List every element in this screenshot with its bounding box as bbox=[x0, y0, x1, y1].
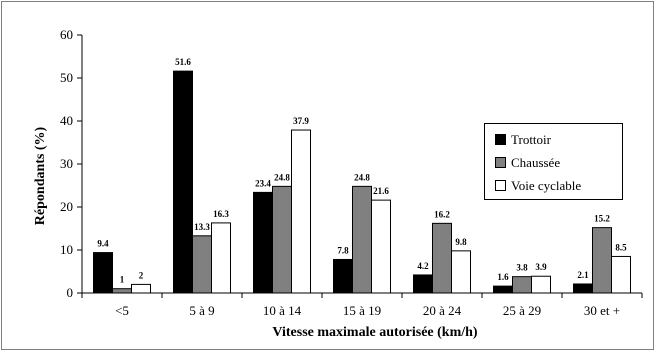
legend: Trottoir Chaussée Voie cyclable bbox=[484, 123, 623, 200]
x-tick-label: 20 à 24 bbox=[423, 303, 462, 318]
data-label: 1.6 bbox=[497, 272, 509, 282]
data-label: 3.8 bbox=[516, 263, 528, 273]
legend-item: Voie cyclable bbox=[495, 174, 622, 197]
bar-trottoir bbox=[93, 252, 113, 294]
bar-chaussée bbox=[512, 276, 532, 294]
data-label: 9.8 bbox=[455, 237, 467, 247]
bar-chaussée bbox=[272, 185, 292, 294]
x-tick-label: 15 à 19 bbox=[343, 303, 381, 318]
data-label: 13.3 bbox=[194, 222, 210, 232]
bar-chaussée bbox=[112, 288, 132, 294]
data-label: 16.3 bbox=[213, 209, 229, 219]
x-axis-ticks: <5 5 à 9 10 à 14 15 à 19 20 à 24 25 à 29 30 et… bbox=[81, 293, 643, 318]
data-label: 51.6 bbox=[175, 57, 191, 67]
bar-trottoir bbox=[573, 283, 593, 294]
data-label: 24.8 bbox=[354, 172, 370, 182]
x-tick-label: 5 à 9 bbox=[189, 303, 214, 318]
bar-trottoir bbox=[493, 285, 513, 294]
y-tick-label: 20 bbox=[60, 199, 73, 214]
bar-chaussée bbox=[592, 227, 612, 294]
bar-voie-cyclable bbox=[531, 275, 551, 294]
legend-swatch bbox=[495, 134, 506, 145]
y-tick-label: 30 bbox=[60, 156, 73, 171]
data-label: 2.1 bbox=[577, 270, 589, 280]
legend-item: Trottoir bbox=[495, 128, 622, 151]
bar-trottoir bbox=[173, 70, 193, 294]
bar-chaussée bbox=[192, 235, 212, 294]
bars bbox=[93, 70, 631, 294]
bar-voie-cyclable bbox=[211, 222, 231, 294]
y-tick-label: 40 bbox=[60, 113, 73, 128]
legend-label: Trottoir bbox=[511, 131, 551, 147]
x-axis-title: Vitesse maximale autorisée (km/h) bbox=[272, 325, 477, 340]
data-label: 8.5 bbox=[615, 242, 627, 252]
x-tick-label: <5 bbox=[115, 303, 129, 318]
data-labels: 9.4 51.6 23.4 7.8 4.2 1.6 2.1 1 13.3 24.8 24.8 16.2… bbox=[97, 57, 627, 285]
bar-voie-cyclable bbox=[451, 250, 471, 294]
y-tick-label: 50 bbox=[60, 70, 73, 85]
legend-swatch bbox=[495, 180, 506, 191]
legend-label: Chaussée bbox=[511, 154, 561, 170]
x-tick-label: 10 à 14 bbox=[263, 303, 302, 318]
legend-swatch bbox=[495, 157, 506, 168]
bar-trottoir bbox=[413, 274, 433, 294]
bar-voie-cyclable bbox=[371, 199, 391, 294]
bar-trottoir bbox=[333, 258, 353, 294]
data-label: 21.6 bbox=[373, 186, 389, 196]
data-label: 3.9 bbox=[535, 262, 547, 272]
data-label: 37.9 bbox=[293, 116, 309, 126]
data-label: 16.2 bbox=[434, 209, 450, 219]
y-axis-ticks: 0 10 20 30 40 50 60 bbox=[60, 27, 82, 300]
data-label: 4.2 bbox=[417, 261, 429, 271]
bar-voie-cyclable bbox=[611, 255, 631, 294]
x-tick-label: 25 à 29 bbox=[503, 303, 541, 318]
bar-voie-cyclable bbox=[291, 129, 311, 294]
data-label: 9.4 bbox=[97, 239, 109, 249]
data-label: 7.8 bbox=[337, 245, 349, 255]
bar-voie-cyclable bbox=[131, 283, 151, 294]
x-tick-label: 30 et + bbox=[584, 303, 620, 318]
y-axis-title: Répondants (%) bbox=[33, 126, 48, 225]
bar-chaussée bbox=[432, 222, 452, 294]
bar-chaussée bbox=[352, 185, 372, 294]
bar-trottoir bbox=[253, 191, 273, 294]
legend-item: Chaussée bbox=[495, 151, 622, 174]
legend-label: Voie cyclable bbox=[511, 177, 582, 193]
data-label: 15.2 bbox=[594, 214, 610, 224]
data-label: 24.8 bbox=[274, 172, 290, 182]
y-tick-label: 10 bbox=[60, 242, 73, 257]
y-tick-label: 60 bbox=[60, 27, 73, 42]
data-label: 1 bbox=[120, 275, 125, 285]
data-label: 23.4 bbox=[255, 178, 271, 188]
y-tick-label: 0 bbox=[67, 285, 74, 300]
data-label: 2 bbox=[139, 270, 144, 280]
